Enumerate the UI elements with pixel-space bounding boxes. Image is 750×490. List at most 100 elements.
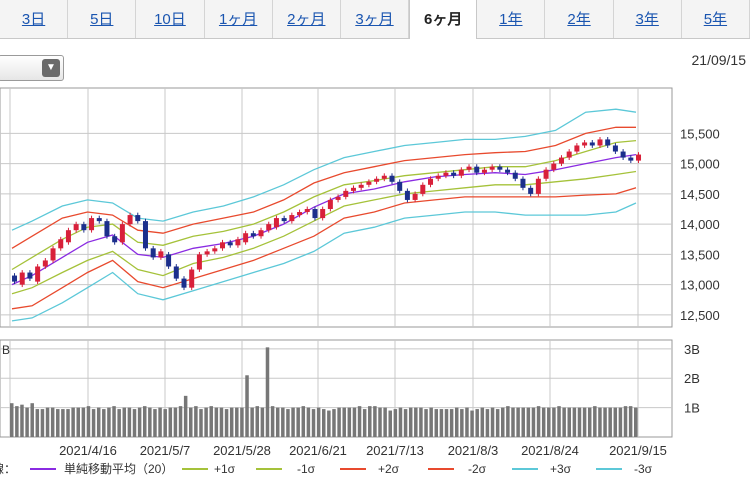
volume-bar [541,407,546,437]
x-tick-label: 2021/8/3 [448,443,499,458]
chart-type-dropdown[interactable]: ▼ [0,55,64,81]
candle-body [250,233,256,237]
volume-bar [347,407,352,437]
candle-body [335,196,341,200]
candle-body [304,209,310,213]
volume-bar [173,407,178,437]
volume-bar [598,407,602,437]
volume-bar [454,407,459,437]
legend-label-m1: -1σ [297,462,316,476]
candle-body [589,142,595,146]
period-tabs: 3日 5日 10日 1ヶ月 2ヶ月 3ヶ月 6ヶ月 1年 2年 3年 5年 [0,0,750,39]
tab-1[interactable]: 5日 [68,0,137,38]
volume-bar [414,407,418,437]
candle-body [612,145,618,152]
volume-bar [388,410,392,437]
candle-body [327,199,333,210]
volume-bar [112,406,116,437]
volume-bar [275,407,280,437]
candle-body [189,269,195,288]
candle-body [273,218,279,228]
tab-9[interactable]: 3年 [614,0,682,38]
candle-body [89,218,95,231]
tab-2[interactable]: 10日 [136,0,205,38]
price-plot-frame [0,87,673,328]
series-line-m2 [11,187,637,310]
volume-bar [50,407,55,437]
volume-bar [163,409,167,437]
volume-bar [352,407,357,437]
candle-body [312,209,318,219]
candle-body [58,239,64,249]
volume-bar [424,409,428,437]
candle-body [181,278,187,288]
volume-bar [306,407,311,437]
candle-body [397,181,403,191]
volume-bar [235,407,239,437]
tab-8[interactable]: 2年 [545,0,614,38]
candle-body [173,266,179,279]
candle-body [474,166,480,173]
legend-swatch-p2 [340,468,366,470]
candle-body [497,166,503,170]
volume-bar [419,407,423,437]
volume-bar [20,404,24,437]
volume-bar [56,409,60,437]
candle-body [220,242,226,249]
volume-bar [327,410,331,437]
volume-bar [439,409,444,437]
legend-label-ma: 単純移動平均（20） [64,462,174,476]
volume-bar [475,409,479,437]
legend-swatch-ma [30,468,56,470]
candle-body [142,221,148,249]
volume-bar [465,407,469,437]
volume-tick-label: 3B [684,342,700,357]
volume-bar [577,407,582,437]
tab-5[interactable]: 3ヶ月 [341,0,410,38]
tab-10[interactable]: 5年 [682,0,750,38]
volume-bar [562,407,566,437]
volume-bar [183,395,188,437]
volume-bar [337,407,341,437]
candle-body [204,251,210,255]
y-tick-label: 13,500 [680,247,720,262]
legend-label-m3: -3σ [634,462,653,476]
candle-body [343,190,349,197]
y-tick-label: 14,500 [680,187,720,202]
volume-bar [199,409,203,437]
tab-3[interactable]: 1ヶ月 [205,0,273,38]
candle-body [443,172,449,176]
volume-bar [526,407,531,437]
volume-bar [634,407,638,437]
volume-bar [608,407,612,437]
series-line-p3 [11,108,637,231]
candle-body [243,233,249,243]
volume-bar [516,407,520,437]
volume-bar [373,406,377,437]
tab-6[interactable]: 6ヶ月 [409,0,478,39]
candle-body [266,224,272,231]
volume-bar [91,409,96,437]
volume-bar [142,406,147,437]
candle-body [258,230,264,237]
candle-body [597,139,603,146]
candle-body [620,151,626,158]
candle-body [481,169,487,173]
volume-unit-label: B [2,343,10,357]
tab-7[interactable]: 1年 [477,0,546,38]
candle-body [574,145,580,152]
volume-bar [71,407,75,437]
volume-bar [25,407,29,437]
candle-body [358,184,364,188]
volume-bar [485,409,490,437]
candle-body [166,254,172,267]
tab-0[interactable]: 3日 [0,0,69,38]
volume-bar [368,406,372,437]
legend-swatch-m1 [256,468,282,470]
volume-bar [265,347,270,437]
chevron-down-icon[interactable]: ▼ [42,59,60,77]
candle-body [558,157,564,164]
tab-4[interactable]: 2ヶ月 [273,0,341,38]
y-tick-label: 12,500 [680,308,720,323]
